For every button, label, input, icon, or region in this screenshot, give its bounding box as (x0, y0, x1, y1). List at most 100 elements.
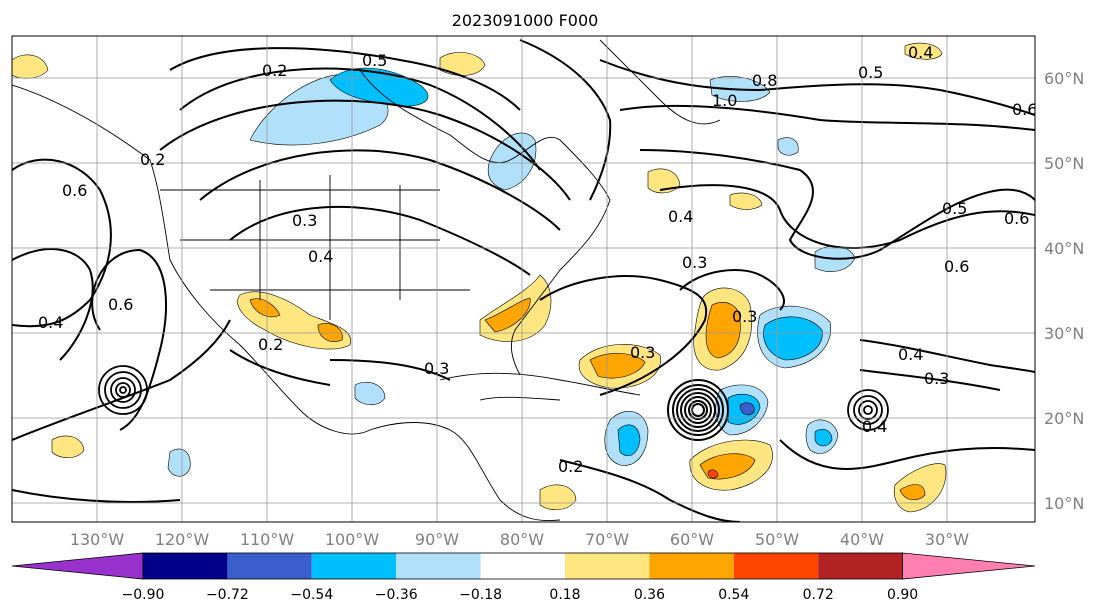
shade-blob (729, 192, 763, 210)
contour-label: 0.2 (258, 335, 283, 354)
shade-blob (904, 42, 943, 60)
shade-blob (899, 484, 926, 500)
shade-blob (777, 137, 799, 156)
colorbar: −0.90 −0.72 −0.54 −0.36 −0.18 0.18 0.36 … (11, 552, 1036, 603)
contour-label: 0.4 (38, 313, 63, 332)
contour-label: 0.2 (262, 61, 287, 80)
contour-label: 0.4 (308, 247, 333, 266)
lon-label: 120°W (155, 530, 210, 549)
lat-label: 30°N (1044, 324, 1084, 343)
shade-blob (705, 301, 741, 359)
map-border (11, 35, 1036, 523)
shade-blob (317, 323, 343, 342)
lon-label: 30°W (925, 530, 969, 549)
lat-label: 40°N (1044, 239, 1084, 258)
contour-label: 0.5 (942, 199, 967, 218)
colorbar-tick: −0.90 (122, 587, 165, 603)
shade-blob (763, 316, 823, 361)
colorbar-segment (227, 553, 312, 579)
colorbar-tick: 0.54 (718, 587, 749, 603)
lon-label: 100°W (325, 530, 380, 549)
contour-label: 0.3 (732, 307, 757, 326)
lat-label: 10°N (1044, 494, 1084, 513)
contour-labels: 0.2 0.5 1.0 0.8 0.5 0.4 0.6 0.2 0.3 0.4 … (38, 43, 1037, 476)
shade-blob (647, 168, 681, 194)
contour-label: 0.3 (924, 369, 949, 388)
lon-label: 70°W (585, 530, 629, 549)
shade-blob (484, 297, 531, 333)
contour-label: 0.4 (862, 417, 887, 436)
lat-label: 50°N (1044, 154, 1084, 173)
colorbar-tick: 0.36 (634, 587, 665, 603)
contour-label: 0.3 (424, 359, 449, 378)
shade-blob (249, 298, 281, 318)
shade-blob (12, 54, 49, 79)
longitude-labels: 130°W 120°W 110°W 100°W 90°W 80°W 70°W 6… (70, 530, 969, 549)
colorbar-tick: −0.54 (290, 587, 333, 603)
colorbar-segment (818, 553, 903, 579)
contour-label: 0.3 (630, 343, 655, 362)
contour-label: 0.6 (944, 257, 969, 276)
shade-blob (589, 353, 646, 379)
colorbar-tick: −0.72 (206, 587, 249, 603)
hurricane-rings (667, 379, 729, 441)
shade-blob (354, 381, 386, 406)
colorbar-tick: 0.18 (549, 587, 580, 603)
colorbar-tick: 0.90 (887, 587, 918, 603)
lat-label: 20°N (1044, 409, 1084, 428)
latitude-labels: 60°N 50°N 40°N 30°N 20°N 10°N (1044, 69, 1084, 513)
contour-label: 0.5 (362, 51, 387, 70)
map-panel: 0.2 0.5 1.0 0.8 0.5 0.4 0.6 0.2 0.3 0.4 … (12, 36, 1037, 522)
contour-label: 0.6 (62, 181, 87, 200)
lat-label: 60°N (1044, 69, 1084, 88)
shade-blob (617, 424, 641, 456)
shade-blob (739, 402, 755, 416)
lon-label: 90°W (415, 530, 459, 549)
contour-label: 0.6 (1004, 209, 1029, 228)
lon-label: 80°W (500, 530, 544, 549)
contour-label: 1.0 (712, 91, 737, 110)
colorbar-tick: 0.72 (803, 587, 834, 603)
colorbar-segment (565, 553, 650, 579)
shade-blob (814, 428, 833, 447)
gridlines (12, 36, 1035, 522)
colorbar-tick: −0.36 (375, 587, 418, 603)
shade-blob (707, 469, 719, 479)
shade-blob (167, 448, 191, 477)
lon-label: 110°W (240, 530, 295, 549)
colorbar-segment (649, 553, 734, 579)
contour-label: 0.6 (1012, 100, 1037, 119)
shaded-anomaly-fields (12, 42, 947, 513)
map-title: 2023091000 F000 (452, 11, 599, 30)
contour-label: 0.2 (558, 457, 583, 476)
colorbar-segment (311, 553, 397, 579)
contour-label: 0.3 (292, 211, 317, 230)
contour-label: 0.8 (752, 71, 777, 90)
colorbar-segment (143, 553, 228, 579)
lon-label: 60°W (670, 530, 714, 549)
shade-blob (539, 484, 577, 510)
contour-label: 0.6 (108, 295, 133, 314)
contour-label: 0.4 (668, 207, 693, 226)
colorbar-frame (142, 552, 903, 580)
lon-label: 130°W (70, 530, 125, 549)
colorbar-segment (902, 552, 1036, 580)
shade-blob (439, 52, 486, 76)
contour-label: 0.2 (140, 150, 165, 169)
contour-label: 0.5 (858, 63, 883, 82)
lon-label: 50°W (755, 530, 799, 549)
colorbar-segment (733, 553, 819, 579)
colorbar-segment (480, 553, 565, 579)
colorbar-segment (11, 552, 144, 580)
contour-label: 0.4 (898, 345, 923, 364)
contour-label: 0.3 (682, 253, 707, 272)
colorbar-tick: −0.18 (459, 587, 502, 603)
shade-blob (51, 435, 85, 459)
colorbar-segment (396, 553, 481, 579)
lon-label: 40°W (840, 530, 884, 549)
colorbar-ticks: −0.90 −0.72 −0.54 −0.36 −0.18 0.18 0.36 … (122, 587, 919, 603)
contour-label: 0.4 (908, 43, 933, 62)
low-pressure-rings-west (98, 365, 148, 415)
low-pressure-rings-east (847, 389, 889, 431)
